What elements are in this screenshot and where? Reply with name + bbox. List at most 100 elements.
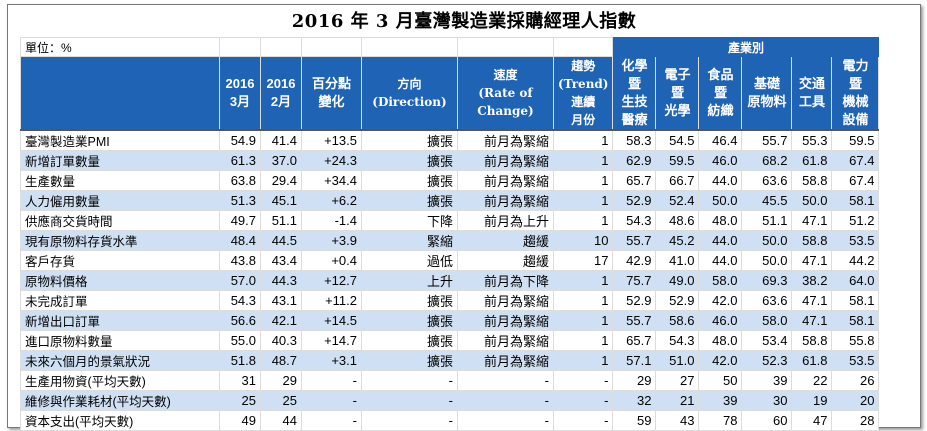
table-title: 2016 年 3 月臺灣製造業採購經理人指數: [291, 11, 637, 32]
cell-i2: 59.5: [655, 150, 700, 171]
cell-i3: 78: [698, 410, 743, 431]
table-row: 未完成訂單 54.3 43.1 +11.2 擴張 前月為緊縮 1 52.9 52.9 42.0 63…: [20, 290, 880, 311]
cell-i1: 54.3: [612, 210, 657, 231]
cell-dir: 緊縮: [361, 230, 458, 251]
table-row: 人力僱用數量 51.3 45.1 +6.2 擴張 前月為緊縮 1 52.9 52.4 50.0 45…: [20, 190, 880, 211]
cell-trend: 1: [552, 210, 614, 231]
cell-chg: +0.4: [301, 250, 362, 271]
cell-i4: 55.7: [741, 129, 793, 151]
cell-i6: 20: [831, 390, 880, 411]
cell-i5: 58.8: [791, 330, 833, 351]
cell-i6: 58.1: [831, 310, 880, 331]
cell-i5: 47: [791, 410, 833, 431]
table-row: 資本支出(平均天數) 49 44- - - -59 43 78 60 47 28: [20, 410, 880, 431]
cell-i4: 63.6: [741, 170, 793, 191]
cell-label: 客戶存貨: [20, 250, 220, 271]
cell-i2: 49.0: [655, 270, 700, 291]
cell-rate: 前月為緊縮: [457, 350, 554, 371]
cell-rate: 趨緩: [457, 250, 554, 271]
cell-mar: 49.7: [219, 210, 261, 231]
cell-i4: 50.0: [741, 250, 793, 271]
table-row: 維修與作業耗材(平均天數) 25 25- - - -32 21 39 30 19 20: [20, 390, 880, 411]
cell-i4: 50.0: [741, 230, 793, 251]
cell-trend: -: [552, 370, 614, 391]
cell-label: 新增出口訂單: [20, 310, 220, 331]
table-row: 生產用物資(平均天數) 31 29- - - -29 27 50 39 22 26: [20, 370, 880, 391]
cell-i1: 42.9: [612, 250, 657, 271]
cell-chg: +3.1: [301, 350, 362, 371]
cell-dir: 擴張: [361, 170, 458, 191]
cell-feb: 44: [260, 410, 302, 431]
cell-trend: -: [552, 390, 614, 411]
cell-label: 人力僱用數量: [20, 190, 220, 211]
cell-dir: 過低: [361, 250, 458, 271]
cell-i2: 27: [655, 370, 700, 391]
cell-mar: 25: [219, 390, 261, 411]
cell-dir: 擴張: [361, 350, 458, 371]
cell-chg: +3.9: [301, 230, 362, 251]
cell-i3: 42.0: [698, 290, 743, 311]
cell-i5: 47.1: [791, 210, 833, 231]
cell-mar: 57.0: [219, 270, 261, 291]
cell-mar: 55.0: [219, 330, 261, 351]
cell-label: 現有原物料存貨水準: [20, 230, 220, 251]
cell-i5: 58.8: [791, 170, 833, 191]
cell-label: 資本支出(平均天數): [20, 410, 220, 431]
cell-rate: 前月為緊縮: [457, 290, 554, 311]
cell-i6: 26: [831, 370, 880, 391]
cell-i3: 44.0: [698, 170, 743, 191]
cell-i4: 51.1: [741, 210, 793, 231]
cell-i2: 41.0: [655, 250, 700, 271]
header-ind-power: 電力暨機械 設備: [831, 56, 880, 131]
header-ind-chem: 化學暨生技 醫療: [612, 56, 657, 131]
cell-chg: +24.3: [301, 150, 362, 171]
table-row: 未來六個月的景氣狀況 51.8 48.7 +3.1 擴張 前月為緊縮 1 57.1 51.0 42…: [20, 350, 880, 371]
cell-i3: 48.0: [698, 210, 743, 231]
cell-i1: 52.9: [612, 190, 657, 211]
cell-rate: 前月為上升: [457, 210, 554, 231]
cell-i5: 47.1: [791, 290, 833, 311]
header-ind-basic: 基礎 原物料: [741, 56, 793, 131]
cell-i6: 58.1: [831, 290, 880, 311]
cell-feb: 51.1: [260, 210, 302, 231]
cell-i6: 53.5: [831, 230, 880, 251]
cell-i5: 61.8: [791, 150, 833, 171]
cell-i6: 67.4: [831, 170, 880, 191]
table-row: 臺灣製造業PMI 54.9 41.4 +13.5 擴張 前月為緊縮 1 58.3 54.5 46.…: [20, 129, 880, 151]
cell-i6: 64.0: [831, 270, 880, 291]
header-ind-transport: 交通 工具: [791, 56, 833, 131]
cell-i1: 62.9: [612, 150, 657, 171]
cell-trend: 1: [552, 350, 614, 371]
cell-trend: 1: [552, 129, 614, 151]
cell-i5: 47.1: [791, 310, 833, 331]
cell-i3: 42.0: [698, 350, 743, 371]
cell-trend: 10: [552, 230, 614, 251]
cell-trend: 1: [552, 270, 614, 291]
cell-i6: 44.2: [831, 250, 880, 271]
cell-feb: 44.5: [260, 230, 302, 251]
cell-rate: -: [457, 390, 554, 411]
cell-rate: 前月為緊縮: [457, 190, 554, 211]
cell-i1: 55.7: [612, 230, 657, 251]
cell-i1: 55.7: [612, 310, 657, 331]
header-ind-elec: 電子暨光學: [655, 56, 700, 131]
header-change: 百分點 變化: [301, 56, 362, 131]
cell-rate: -: [457, 410, 554, 431]
cell-feb: 42.1: [260, 310, 302, 331]
cell-i5: 50.0: [791, 190, 833, 211]
table-row: 新增出口訂單 56.6 42.1 +14.5 擴張 前月為緊縮 1 55.7 58.6 46.0 5…: [20, 310, 880, 331]
cell-dir: 擴張: [361, 310, 458, 331]
cell-rate: 前月為緊縮: [457, 150, 554, 171]
cell-feb: 37.0: [260, 150, 302, 171]
cell-trend: 1: [552, 330, 614, 351]
cell-dir: 上升: [361, 270, 458, 291]
cell-dir: 擴張: [361, 129, 458, 151]
cell-label: 供應商交貨時間: [20, 210, 220, 231]
header-direction: 方向 (Direction): [361, 56, 458, 131]
cell-i2: 58.6: [655, 310, 700, 331]
header-ind-food: 食品暨紡織: [698, 56, 743, 131]
cell-chg: +14.7: [301, 330, 362, 351]
cell-i1: 58.3: [612, 129, 657, 151]
cell-chg: +14.5: [301, 310, 362, 331]
unit-label: 單位：%: [20, 37, 220, 57]
